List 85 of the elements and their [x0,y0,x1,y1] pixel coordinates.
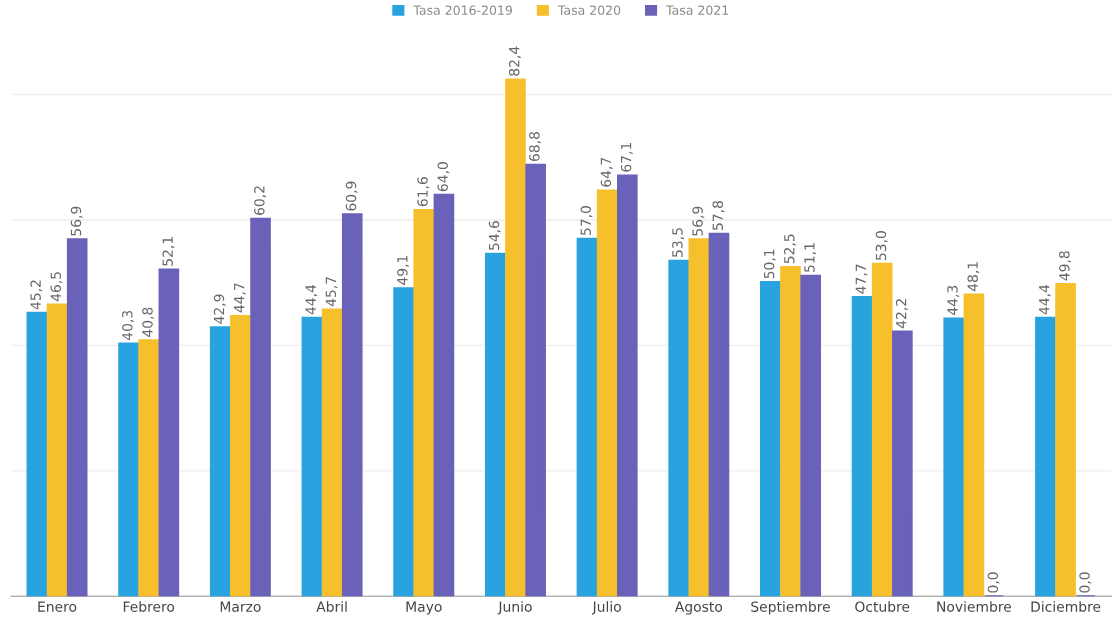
bar [616,174,638,597]
x-tick-label: Mayo [406,601,442,615]
bar [250,217,271,597]
data-label: 49,1 [397,255,410,285]
data-label: 53,5 [672,228,685,257]
bar [321,308,343,597]
bar [892,330,913,597]
data-label: 61,6 [417,177,430,207]
bar [413,208,435,597]
data-label: 64,7 [600,157,613,187]
data-label: 44,7 [234,283,246,313]
bar [138,339,160,597]
data-label: 82,4 [508,46,521,76]
data-label: 68,8 [529,132,542,162]
x-tick-label: Enero [38,601,77,612]
legend-label: Tasa 2020 [557,5,621,15]
data-label: 48,1 [967,262,980,292]
bar [118,342,139,597]
bar [780,265,801,597]
bar [209,326,231,597]
bar [688,238,710,597]
bar [301,316,323,597]
data-label: 47,7 [855,264,868,294]
data-label: 45,2 [30,280,43,310]
bar [1055,282,1076,597]
bar [668,259,689,597]
data-label: 57,8 [712,201,725,230]
data-label: 0,0 [1079,572,1092,593]
x-tick-label: Noviembre [937,601,1012,612]
x-tick-label: Septiembre [751,601,830,615]
bar [576,237,598,597]
bar [393,287,414,597]
bar [525,163,546,597]
legend-label: Tasa 2021 [666,5,729,15]
bar [230,314,251,597]
data-label: 51,1 [804,243,817,272]
data-label: 60,9 [345,181,358,211]
data-label: 52,1 [162,237,175,266]
data-label: 67,1 [620,143,633,172]
bar [760,281,781,597]
x-tick-label: Julio [591,601,621,615]
data-label: 42,9 [213,294,226,324]
x-tick-label: Agosto [674,601,723,615]
bar [341,213,363,597]
bar [46,303,68,597]
bar [66,238,88,597]
data-label: 0,0 [987,572,1000,593]
bar [484,252,506,597]
bar [851,296,873,597]
x-tick-label: Junio [497,601,532,615]
x-tick-label: Febrero [123,601,175,612]
x-tick-label: Abril [316,601,347,612]
x-tick-label: Octubre [855,601,910,612]
legend-label: Tasa 2016-2019 [413,5,512,15]
data-label: 40,3 [122,310,134,341]
bar [1035,316,1056,597]
data-label: 56,9 [692,206,705,236]
bar [433,193,455,597]
bar [26,311,48,597]
data-label: 44,4 [1039,284,1051,315]
data-label: 40,8 [142,307,155,337]
data-label: 64,0 [437,162,450,192]
data-label: 42,2 [895,299,908,329]
bar [963,293,985,597]
data-label: 57,0 [580,206,593,235]
x-tick-label: Marzo [220,601,261,612]
data-label: 52,5 [784,234,796,264]
bar [505,78,526,597]
bar [596,189,618,597]
data-label: 45,7 [325,277,338,307]
bar [871,262,893,597]
data-label: 49,8 [1059,251,1072,281]
data-label: 44,4 [305,284,318,315]
data-label: 46,5 [50,272,63,302]
x-tick-label: Diciembre [1031,601,1101,612]
data-label: 44,3 [947,285,960,315]
data-label: 56,9 [70,206,83,236]
data-label: 60,2 [254,186,267,215]
bar [708,232,730,597]
data-label: 54,6 [488,221,501,250]
data-label: 53,0 [875,231,888,261]
bar [158,268,180,597]
bar [943,317,965,597]
data-label: 50,1 [763,249,776,279]
bar [800,274,821,597]
